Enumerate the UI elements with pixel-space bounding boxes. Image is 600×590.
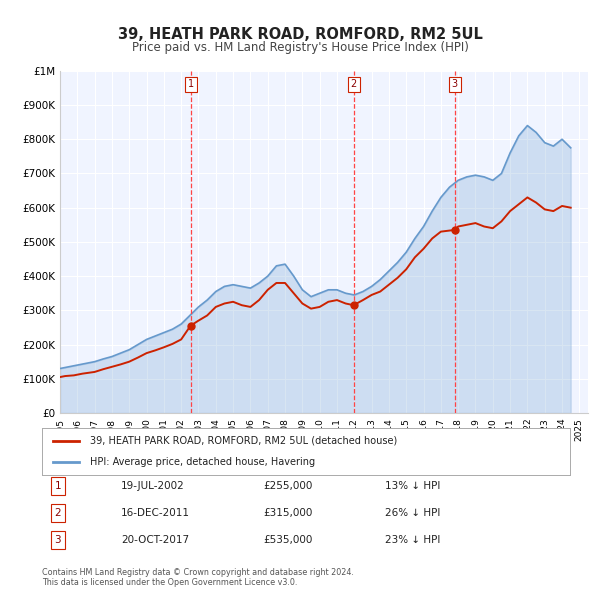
Text: 26% ↓ HPI: 26% ↓ HPI: [385, 508, 440, 518]
Text: 16-DEC-2011: 16-DEC-2011: [121, 508, 190, 518]
Text: 1: 1: [187, 80, 194, 90]
Text: 23% ↓ HPI: 23% ↓ HPI: [385, 535, 440, 545]
Text: This data is licensed under the Open Government Licence v3.0.: This data is licensed under the Open Gov…: [42, 578, 298, 587]
Text: HPI: Average price, detached house, Havering: HPI: Average price, detached house, Have…: [89, 457, 314, 467]
Text: 3: 3: [452, 80, 458, 90]
Text: £535,000: £535,000: [264, 535, 313, 545]
Text: Price paid vs. HM Land Registry's House Price Index (HPI): Price paid vs. HM Land Registry's House …: [131, 41, 469, 54]
Text: 39, HEATH PARK ROAD, ROMFORD, RM2 5UL: 39, HEATH PARK ROAD, ROMFORD, RM2 5UL: [118, 27, 482, 41]
Text: £255,000: £255,000: [264, 481, 313, 491]
Text: 19-JUL-2002: 19-JUL-2002: [121, 481, 185, 491]
Text: 13% ↓ HPI: 13% ↓ HPI: [385, 481, 440, 491]
Text: 39, HEATH PARK ROAD, ROMFORD, RM2 5UL (detached house): 39, HEATH PARK ROAD, ROMFORD, RM2 5UL (d…: [89, 436, 397, 446]
Text: 2: 2: [55, 508, 61, 518]
Text: 20-OCT-2017: 20-OCT-2017: [121, 535, 190, 545]
Text: 1: 1: [55, 481, 61, 491]
Text: 2: 2: [350, 80, 357, 90]
Text: £315,000: £315,000: [264, 508, 313, 518]
Text: 3: 3: [55, 535, 61, 545]
Text: Contains HM Land Registry data © Crown copyright and database right 2024.: Contains HM Land Registry data © Crown c…: [42, 568, 354, 576]
